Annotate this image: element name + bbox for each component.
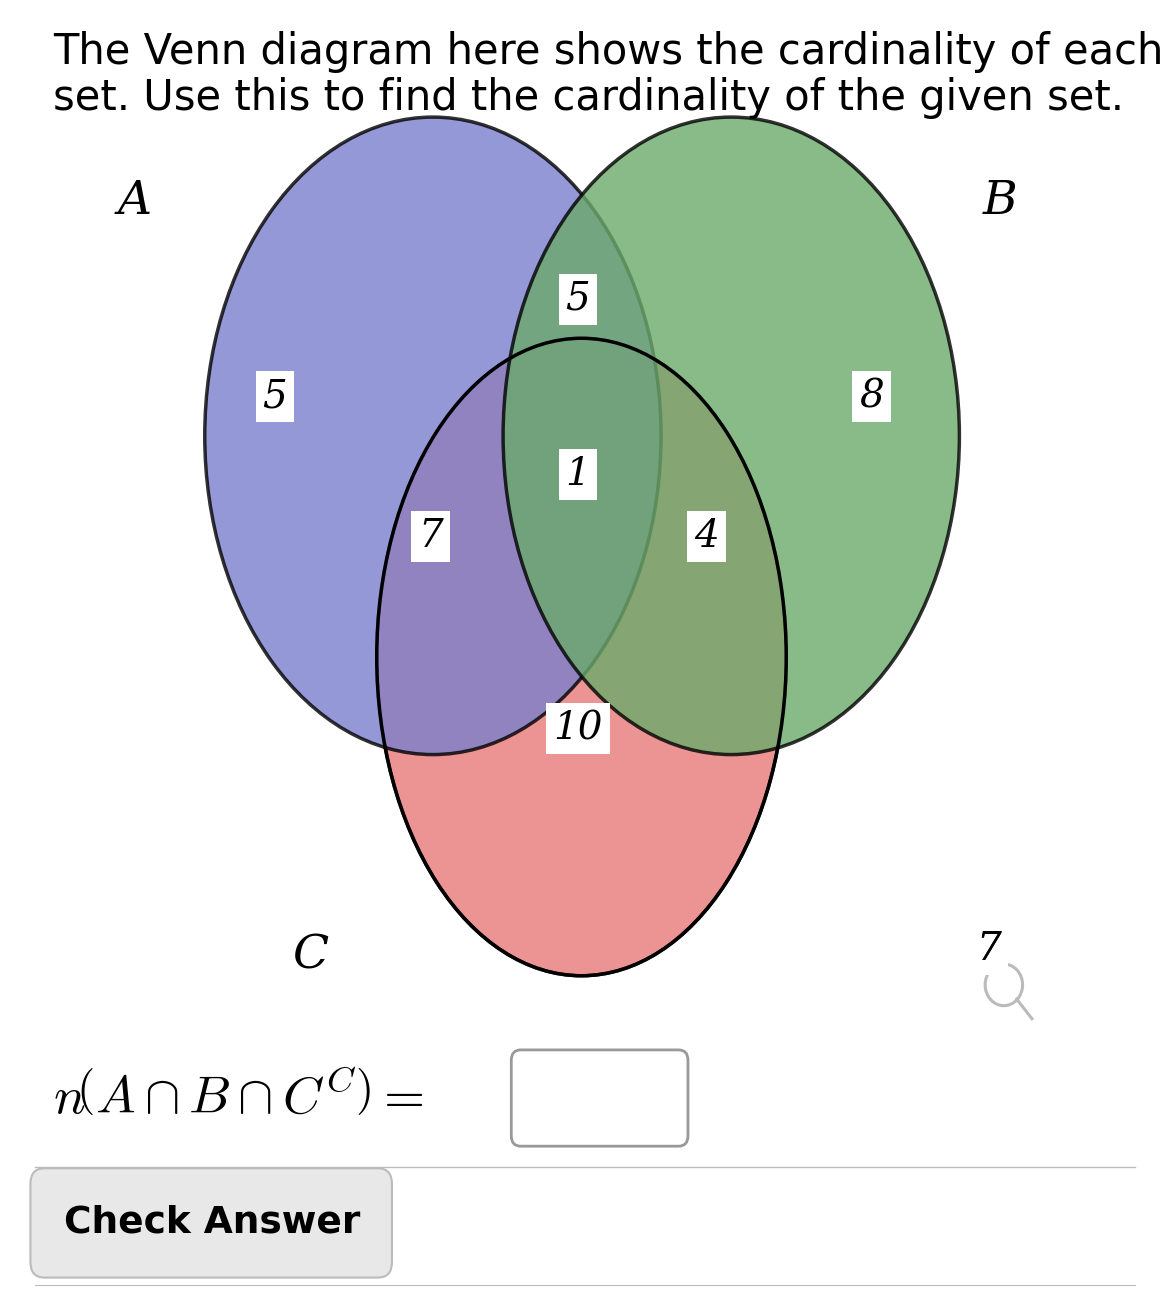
Text: 4: 4 bbox=[694, 518, 720, 554]
Text: 10: 10 bbox=[553, 710, 603, 747]
Text: 5: 5 bbox=[565, 281, 591, 317]
Ellipse shape bbox=[503, 117, 959, 755]
Text: A: A bbox=[117, 180, 152, 224]
Ellipse shape bbox=[377, 338, 786, 976]
FancyBboxPatch shape bbox=[30, 1168, 392, 1278]
Text: 1: 1 bbox=[565, 457, 591, 493]
Text: The Venn diagram here shows the cardinality of each: The Venn diagram here shows the cardinal… bbox=[53, 31, 1163, 73]
Text: $n\!\left(A\cap B\cap C^{C}\right)=$: $n\!\left(A\cap B\cap C^{C}\right)=$ bbox=[53, 1073, 424, 1125]
Text: B: B bbox=[983, 180, 1018, 224]
Text: C: C bbox=[292, 934, 328, 978]
Text: set. Use this to find the cardinality of the given set.: set. Use this to find the cardinality of… bbox=[53, 77, 1123, 118]
Text: 5: 5 bbox=[262, 379, 288, 415]
FancyBboxPatch shape bbox=[511, 1050, 688, 1146]
Text: 7: 7 bbox=[976, 932, 1002, 968]
Text: Check Answer: Check Answer bbox=[63, 1205, 360, 1241]
Text: 7: 7 bbox=[418, 518, 443, 554]
Ellipse shape bbox=[205, 117, 661, 755]
Text: 7: 7 bbox=[976, 932, 1002, 968]
Text: 8: 8 bbox=[859, 379, 885, 415]
